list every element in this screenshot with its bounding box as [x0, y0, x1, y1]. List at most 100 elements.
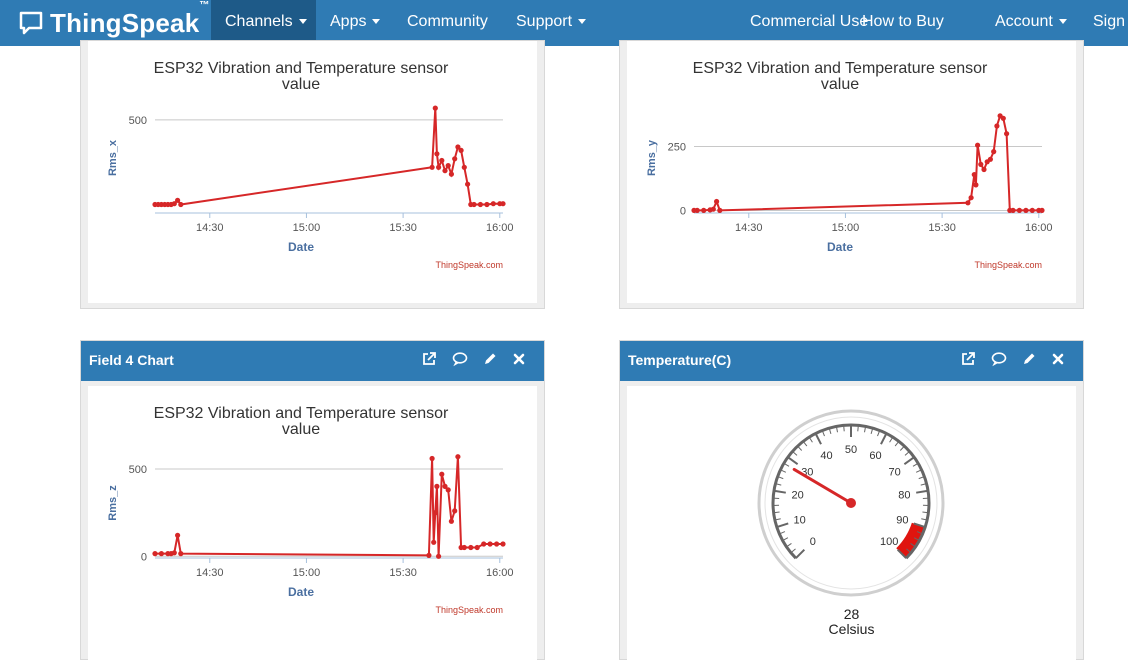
data-point: [431, 540, 436, 545]
x-tick-label: 15:30: [928, 222, 956, 234]
card-title: Field 4 Chart: [89, 341, 174, 379]
comment-icon[interactable]: [452, 351, 468, 367]
data-point: [175, 533, 180, 538]
y-axis-title: Rms_y: [646, 139, 658, 176]
data-point: [972, 172, 977, 177]
data-point: [436, 165, 441, 170]
data-point: [478, 202, 483, 207]
data-point: [717, 208, 722, 213]
data-point: [159, 551, 164, 556]
gauge-needle-hub: [846, 498, 856, 508]
comment-icon[interactable]: [991, 351, 1007, 367]
x-axis-title: Date: [288, 240, 314, 254]
data-point: [1017, 208, 1022, 213]
y-tick-label: 250: [668, 141, 686, 153]
gauge-tick-label: 0: [810, 536, 816, 548]
caret-down-icon: [299, 19, 307, 24]
close-icon[interactable]: [511, 351, 527, 367]
data-point: [178, 551, 183, 556]
data-point: [991, 149, 996, 154]
pencil-icon[interactable]: [1021, 351, 1037, 367]
data-point: [1030, 208, 1035, 213]
x-tick-label: 16:00: [486, 222, 514, 234]
close-icon[interactable]: [1050, 351, 1066, 367]
chart-title-line-1: ESP32 Vibration and Temperature sensor: [693, 60, 988, 77]
x-axis-title: Date: [288, 585, 314, 599]
gauge-tick-label: 90: [896, 515, 908, 527]
data-point: [462, 165, 467, 170]
chart-credit: ThingSpeak.com: [435, 605, 503, 615]
series-line: [694, 116, 1042, 211]
y-tick-label: 0: [141, 551, 147, 563]
caret-down-icon: [372, 19, 380, 24]
x-tick-label: 15:30: [389, 567, 417, 579]
data-point: [439, 472, 444, 477]
data-point: [714, 199, 719, 204]
y-tick-label: 500: [129, 464, 147, 476]
data-point: [442, 168, 447, 173]
data-point: [1004, 131, 1009, 136]
x-tick-label: 15:00: [293, 222, 321, 234]
data-point: [430, 456, 435, 461]
x-tick-label: 15:00: [832, 222, 860, 234]
data-point: [1010, 208, 1015, 213]
field-4-chart-card: Field 4 Chart ESP32 Vibration and Temper…: [80, 340, 545, 660]
data-point: [965, 200, 970, 205]
data-point: [988, 157, 993, 162]
data-point: [975, 143, 980, 148]
data-point: [981, 167, 986, 172]
data-point: [475, 545, 480, 550]
chart-title-line-2: value: [282, 421, 320, 438]
data-point: [434, 484, 439, 489]
chat-bubble-icon: [18, 10, 44, 36]
data-point: [449, 172, 454, 177]
caret-down-icon: [578, 19, 586, 24]
data-point: [455, 454, 460, 459]
data-point: [468, 545, 473, 550]
x-tick-label: 14:30: [196, 222, 224, 234]
data-point: [1039, 208, 1044, 213]
x-tick-label: 15:30: [389, 222, 417, 234]
gauge-minor-tick: [858, 425, 859, 431]
gauge-tick-label: 60: [869, 450, 881, 462]
data-point: [449, 519, 454, 524]
data-point: [433, 510, 438, 515]
data-point: [711, 207, 716, 212]
gauge-tick-label: 10: [794, 515, 806, 527]
gauge-minor-tick: [844, 425, 845, 431]
data-point: [484, 202, 489, 207]
data-point: [994, 123, 999, 128]
x-tick-label: 15:00: [293, 567, 321, 579]
x-tick-label: 14:30: [196, 567, 224, 579]
x-tick-label: 16:00: [1025, 222, 1053, 234]
chart-title-line-1: ESP32 Vibration and Temperature sensor: [154, 60, 449, 77]
nav-sign-out[interactable]: Sign O: [1093, 0, 1128, 46]
data-point: [471, 202, 476, 207]
data-point: [446, 487, 451, 492]
rms-z-chart: ESP32 Vibration and Temperature sensorva…: [88, 386, 537, 648]
chart-credit: ThingSpeak.com: [435, 260, 503, 270]
gauge-tick-label: 100: [880, 536, 898, 548]
chart-title-line-2: value: [821, 76, 859, 93]
chart-title-line-2: value: [282, 76, 320, 93]
gauge-tick-label: 40: [820, 450, 832, 462]
rms-x-chart: ESP32 Vibration and Temperature sensorva…: [88, 41, 537, 303]
data-point: [481, 541, 486, 546]
external-link-icon[interactable]: [960, 351, 976, 367]
pencil-icon[interactable]: [482, 351, 498, 367]
data-point: [175, 198, 180, 203]
card-header: Temperature(C): [620, 341, 1083, 381]
brand-logo[interactable]: ThingSpeak™: [18, 6, 210, 40]
gauge-unit: Celsius: [627, 621, 1076, 637]
gauge-tick-label: 80: [898, 490, 910, 502]
external-link-icon[interactable]: [421, 351, 437, 367]
card-header: Field 4 Chart: [81, 341, 544, 381]
data-point: [452, 508, 457, 513]
gauge-value: 28: [627, 606, 1076, 622]
